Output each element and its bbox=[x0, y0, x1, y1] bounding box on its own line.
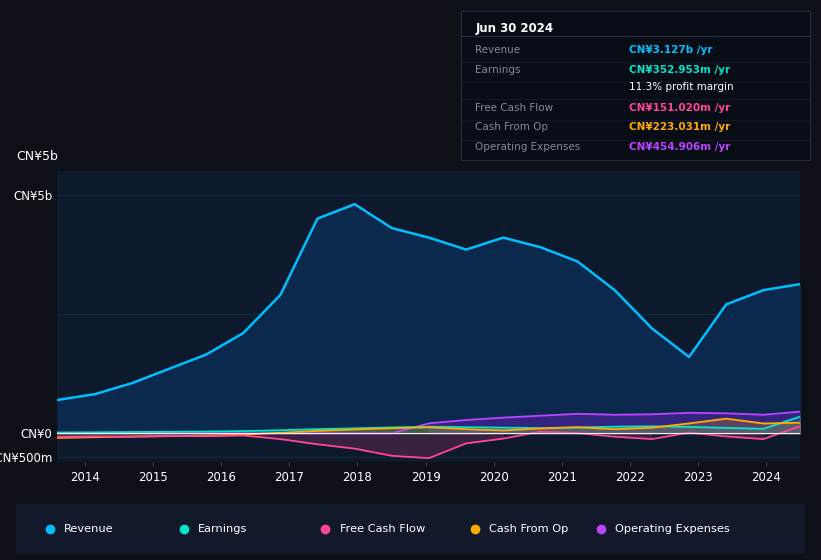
Text: Free Cash Flow: Free Cash Flow bbox=[475, 103, 553, 113]
Text: CN¥352.953m /yr: CN¥352.953m /yr bbox=[629, 64, 730, 74]
Text: CN¥454.906m /yr: CN¥454.906m /yr bbox=[629, 142, 730, 152]
Text: Free Cash Flow: Free Cash Flow bbox=[340, 524, 424, 534]
Text: Operating Expenses: Operating Expenses bbox=[616, 524, 730, 534]
Text: CN¥223.031m /yr: CN¥223.031m /yr bbox=[629, 123, 730, 133]
Text: Operating Expenses: Operating Expenses bbox=[475, 142, 580, 152]
Text: CN¥5b: CN¥5b bbox=[16, 151, 58, 164]
Text: Revenue: Revenue bbox=[64, 524, 113, 534]
Text: Cash From Op: Cash From Op bbox=[475, 123, 548, 133]
Text: Cash From Op: Cash From Op bbox=[489, 524, 569, 534]
Text: CN¥3.127b /yr: CN¥3.127b /yr bbox=[629, 45, 713, 55]
Text: CN¥151.020m /yr: CN¥151.020m /yr bbox=[629, 103, 730, 113]
Text: Jun 30 2024: Jun 30 2024 bbox=[475, 22, 553, 35]
Text: Earnings: Earnings bbox=[198, 524, 247, 534]
Text: Earnings: Earnings bbox=[475, 64, 521, 74]
Text: Revenue: Revenue bbox=[475, 45, 521, 55]
Text: 11.3% profit margin: 11.3% profit margin bbox=[629, 82, 733, 92]
